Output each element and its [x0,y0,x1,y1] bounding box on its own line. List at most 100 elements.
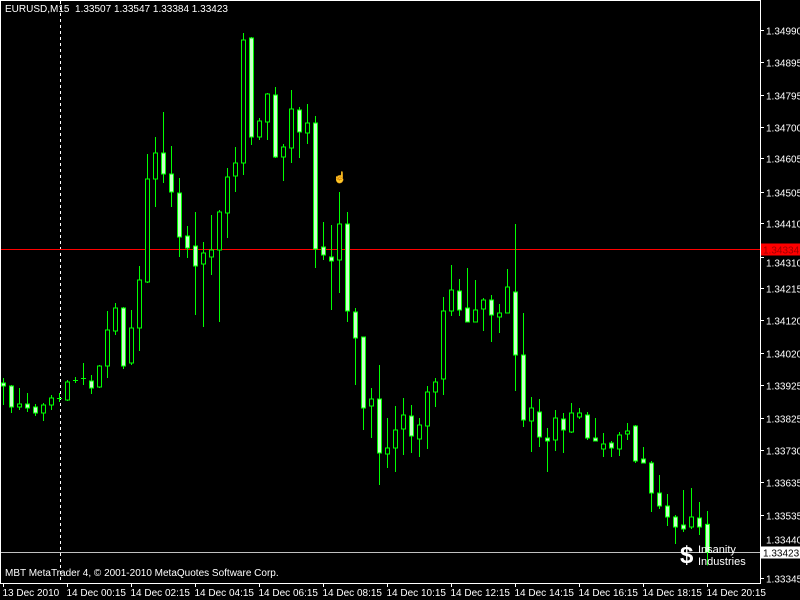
bull-candle-body [577,412,582,418]
bull-candle-body [209,249,214,258]
candle [561,413,566,453]
candle [569,403,574,433]
bull-candle-body [481,299,486,310]
candle [337,192,342,293]
x-tick-label: 14 Dec 08:15 [323,588,383,599]
candle [697,502,702,535]
bid-label-bg [761,546,800,559]
bull-candle-body [65,381,70,401]
candle [385,418,390,468]
candle [401,398,406,455]
candle [617,432,622,456]
symbol-label: EURUSD,M15 [5,4,70,15]
candle [161,112,166,183]
bid-label: 1.33423 [763,549,800,560]
bear-candle-body [409,415,414,437]
bull-candle-body [105,329,110,367]
candle [185,226,190,258]
candle [1,378,6,405]
candle [233,147,238,192]
bull-candle-body [153,152,158,180]
bull-candle-body [497,312,502,318]
candle [153,137,158,207]
bull-candle-body [473,309,478,323]
candle [329,225,334,310]
candle [361,336,366,430]
bull-candle-body [369,398,374,407]
candle [97,365,102,388]
bull-candle-body [217,211,222,251]
bear-candle-body [641,458,646,464]
candle [665,494,670,526]
y-tick-label: 1.34120 [766,317,800,328]
bull-candle-body [417,424,422,440]
candle [657,475,662,509]
bull-candle-body [225,176,230,214]
candle [513,224,518,391]
bull-candle-body [97,365,102,388]
candle [177,178,182,257]
candle [209,215,214,275]
bull-candle-body [137,279,142,329]
bear-candle-body [89,380,94,389]
bear-candle-body [193,245,198,267]
insanity-industries-logo: $ Insanity Industries [680,542,758,572]
candle [265,93,270,140]
price-line-label: 1.34334 [763,246,800,257]
y-tick-label: 1.33440 [766,536,800,547]
candle [601,433,606,457]
bull-candle-body [145,178,150,283]
plot-frame [0,0,761,584]
candle [241,33,246,175]
bear-candle-body [561,418,566,431]
candle [689,488,694,529]
x-tick-label: 14 Dec 02:15 [131,588,191,599]
bear-candle-body [673,516,678,528]
candle [521,313,526,427]
bear-candle-body [649,462,654,494]
candle [17,388,22,410]
candle [297,107,302,158]
bull-candle-body [569,412,574,433]
bear-candle-body [169,173,174,193]
candle [81,363,86,385]
candle [545,428,550,472]
bear-candle-body [657,492,662,507]
bear-candle-body [185,235,190,249]
bear-candle-body [121,307,126,367]
bull-candle-body [425,391,430,427]
dollar-icon: $ [680,542,694,569]
candle [377,365,382,485]
bear-candle-body [521,354,526,421]
candle [169,146,174,207]
y-tick-label: 1.33535 [766,512,800,523]
candle [537,399,542,447]
bear-candle-body [297,109,302,133]
candle [529,397,534,452]
bear-candle-body [313,122,318,250]
y-tick-label: 1.33345 [766,575,800,586]
candle [57,393,62,402]
candle [497,304,502,333]
bull-candle-body [433,381,438,393]
candle [609,441,614,457]
candle [577,408,582,419]
candle [409,405,414,453]
candle [593,418,598,442]
bear-candle-body [377,398,382,454]
price-line-label-bg [761,243,800,256]
candle [553,410,558,451]
y-tick-label: 1.34410 [766,220,800,231]
candle [585,412,590,440]
bear-candle-body [537,411,542,438]
candle [417,418,422,457]
candle [489,295,494,342]
candle [41,403,46,421]
candle [345,212,350,322]
candle [137,266,142,351]
bear-candle-body [465,307,470,323]
bull-candle-body [529,407,534,422]
bull-candle-body [393,429,398,449]
logo-words: Insanity Industries [698,544,746,568]
candle [273,87,278,158]
